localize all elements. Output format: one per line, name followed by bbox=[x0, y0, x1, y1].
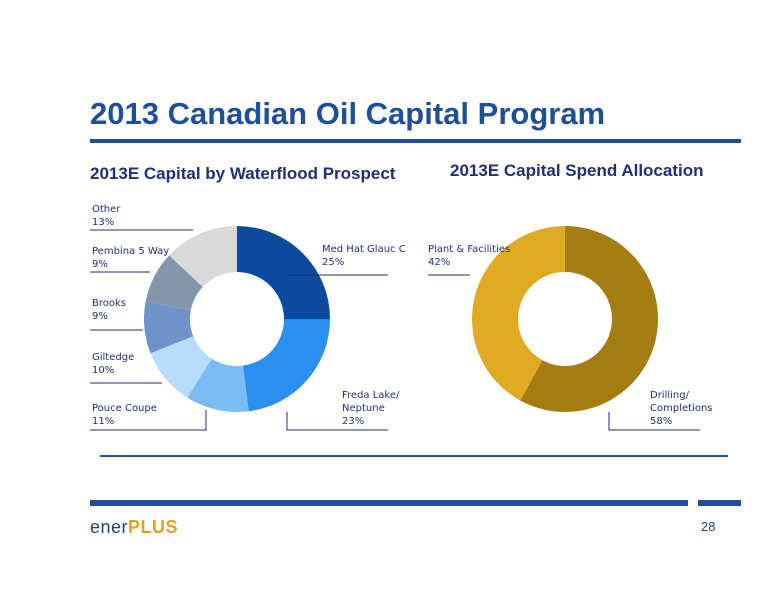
label-freda: Freda Lake/ Neptune 23% bbox=[342, 389, 402, 428]
label-drilling-name: Drilling/ Completions bbox=[650, 390, 713, 414]
logo-part2: PLUS bbox=[128, 517, 179, 537]
label-pembina: Pembina 5 Way 9% bbox=[92, 245, 169, 271]
label-medhat: Med Hat Glauc C 25% bbox=[322, 243, 406, 269]
allocation-slice-0 bbox=[520, 226, 659, 413]
waterflood-slice-4 bbox=[144, 301, 194, 354]
footer-bar-end bbox=[698, 500, 741, 506]
label-giltedge-value: 10% bbox=[92, 365, 115, 376]
label-plant: Plant & Facilities 42% bbox=[428, 243, 510, 269]
label-giltedge-name: Giltedge bbox=[92, 352, 135, 363]
page-number: 28 bbox=[701, 519, 716, 534]
waterflood-slice-0 bbox=[237, 226, 330, 319]
waterflood-slice-2 bbox=[187, 358, 249, 412]
waterflood-slice-1 bbox=[242, 319, 330, 412]
label-freda-name: Freda Lake/ Neptune bbox=[342, 390, 400, 414]
label-brooks-name: Brooks bbox=[92, 298, 126, 309]
label-plant-name: Plant & Facilities bbox=[428, 244, 511, 255]
label-pouce-value: 11% bbox=[92, 416, 115, 427]
logo-part1: ener bbox=[90, 517, 129, 537]
allocation-slice-1 bbox=[472, 226, 565, 401]
left-chart-title: 2013E Capital by Waterflood Prospect bbox=[90, 164, 396, 183]
label-pouce: Pouce Coupe 11% bbox=[92, 402, 157, 428]
leader-line-pouce bbox=[90, 410, 207, 431]
leader-line-freda bbox=[286, 412, 388, 431]
label-plant-value: 42% bbox=[428, 257, 451, 268]
enerplus-logo: enerPLUS bbox=[90, 517, 178, 538]
label-brooks-value: 9% bbox=[92, 311, 108, 322]
label-other: Other 13% bbox=[92, 203, 120, 229]
label-medhat-value: 25% bbox=[322, 257, 345, 268]
page-title: 2013 Canadian Oil Capital Program bbox=[90, 96, 606, 131]
label-drilling-value: 58% bbox=[650, 416, 673, 427]
footer-bar bbox=[90, 500, 688, 506]
label-pouce-name: Pouce Coupe bbox=[92, 403, 157, 414]
label-freda-value: 23% bbox=[342, 416, 365, 427]
label-medhat-name: Med Hat Glauc C bbox=[322, 244, 406, 255]
label-brooks: Brooks 9% bbox=[92, 297, 126, 323]
waterflood-slice-3 bbox=[150, 336, 212, 398]
label-giltedge: Giltedge 10% bbox=[92, 351, 134, 377]
right-chart-title: 2013E Capital Spend Allocation bbox=[450, 161, 704, 180]
waterflood-slice-5 bbox=[145, 255, 203, 311]
label-pembina-value: 9% bbox=[92, 259, 108, 270]
label-pembina-name: Pembina 5 Way bbox=[92, 246, 170, 257]
label-drilling: Drilling/ Completions 58% bbox=[650, 389, 714, 428]
waterflood-slice-6 bbox=[169, 226, 237, 287]
content-bottom-rule bbox=[100, 455, 728, 457]
title-underline bbox=[90, 139, 741, 143]
label-other-value: 13% bbox=[92, 217, 115, 228]
leader-line-drilling bbox=[608, 412, 700, 431]
label-other-name: Other bbox=[92, 204, 121, 215]
